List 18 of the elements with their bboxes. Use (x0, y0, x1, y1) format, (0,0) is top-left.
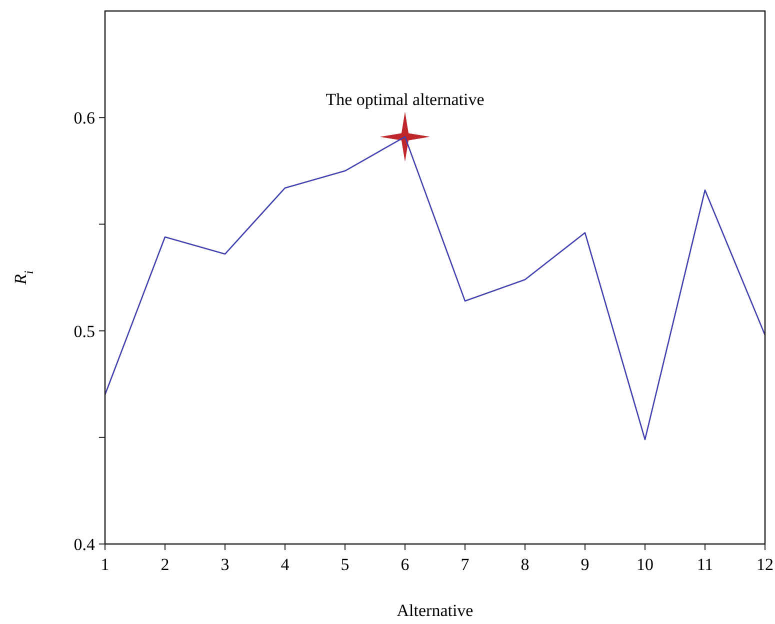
line-series (104, 136, 766, 440)
x-tick-label: 7 (460, 555, 470, 574)
x-tick-label: 12 (756, 555, 774, 574)
x-tick-label: 11 (696, 555, 714, 574)
y-tick-label: 0.6 (74, 108, 95, 128)
y-tick-label: 0.5 (74, 322, 95, 341)
x-tick-label: 2 (160, 555, 170, 574)
x-tick-label: 8 (520, 555, 530, 574)
x-tick-label: 6 (400, 555, 410, 574)
x-tick-label: 5 (340, 555, 350, 574)
x-tick-label: 1 (100, 555, 110, 574)
x-axis-title: Alternative (396, 601, 474, 620)
x-tick-label: 3 (220, 555, 230, 574)
x-tick-label: 9 (580, 555, 590, 574)
x-tick-label: 10 (636, 555, 654, 574)
x-tick-label: 4 (280, 555, 290, 574)
annotation: The optimal alternative (326, 90, 484, 109)
y-tick-label: 0.4 (74, 534, 96, 554)
